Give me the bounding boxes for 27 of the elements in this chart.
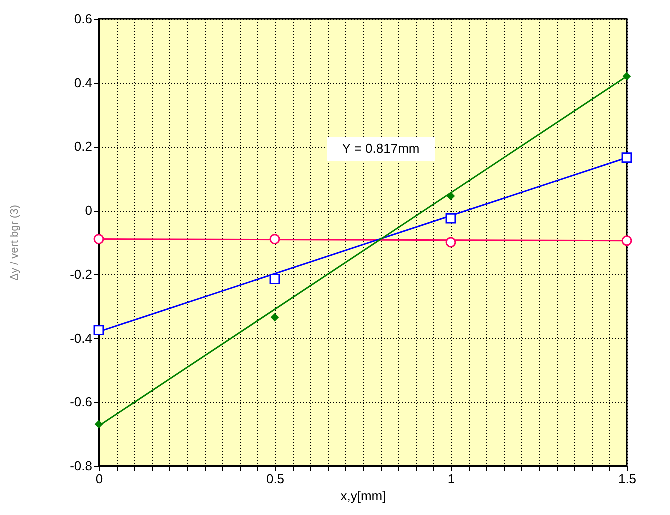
x-tick-label: 0	[96, 472, 104, 486]
y-tick-label: -0.6	[70, 394, 92, 410]
x-tick-label: 1	[448, 472, 456, 486]
x-tick-label: 0.5	[266, 472, 285, 486]
point	[94, 234, 104, 245]
y-tick-label: 0.2	[74, 139, 92, 154]
y-tick-label: 0	[85, 203, 92, 218]
y-tick-label: 0.4	[74, 75, 92, 90]
x-tick-label: 1.5	[618, 472, 637, 486]
y-tick-label: -0.4	[70, 330, 92, 346]
point	[622, 236, 632, 246]
point	[94, 420, 104, 429]
point	[270, 234, 280, 245]
point	[446, 237, 456, 248]
point	[270, 313, 280, 322]
point	[446, 192, 456, 200]
y-tick-label: 0.6	[74, 12, 92, 26]
point	[94, 325, 104, 336]
x-axis-title: x,y[mm]	[340, 488, 386, 504]
y-tick-label: -0.2	[70, 266, 92, 282]
annotation: Y = 0.817mm	[342, 141, 420, 156]
point	[446, 213, 456, 224]
point	[622, 72, 632, 81]
point	[270, 274, 280, 284]
y-tick-label: -0.8	[70, 458, 92, 474]
y-axis-title: Δy / vert bgr (3)	[9, 205, 22, 281]
point	[622, 152, 632, 164]
